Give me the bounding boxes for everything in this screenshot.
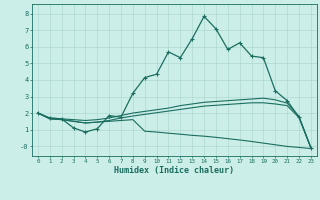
X-axis label: Humidex (Indice chaleur): Humidex (Indice chaleur) [115, 166, 234, 175]
